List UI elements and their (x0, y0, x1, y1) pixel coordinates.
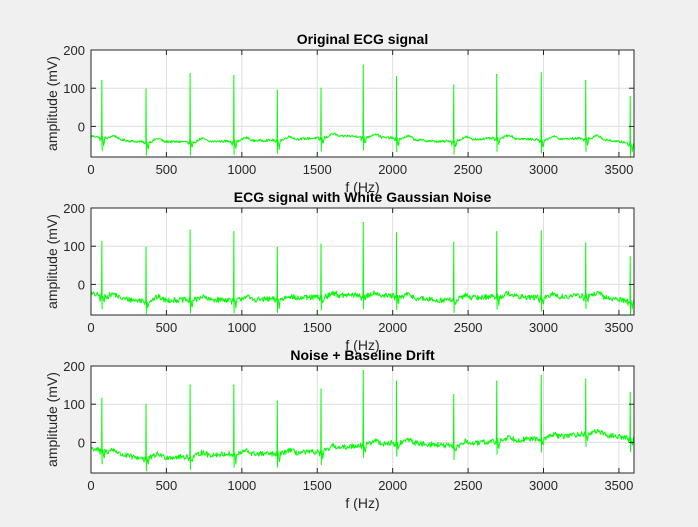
r-peak-point (189, 73, 191, 75)
ecg-signal-line (90, 370, 635, 472)
r-peak-point (320, 388, 322, 390)
r-peak-point (101, 79, 103, 82)
plot-title: ECG signal with White Gaussian Noise (234, 189, 492, 205)
r-peak-point (101, 241, 103, 243)
r-peak-point (496, 231, 498, 233)
x-tick-label: 2000 (378, 478, 407, 493)
r-peak-point (496, 380, 498, 382)
x-tick-label: 3500 (604, 478, 633, 493)
y-tick-label: 200 (63, 43, 85, 58)
r-peak-point (395, 380, 398, 382)
x-tick-label: 0 (87, 478, 94, 493)
r-peak-point (629, 256, 631, 258)
r-peak-point (233, 75, 235, 77)
axes-background (91, 366, 634, 473)
r-peak-point (362, 369, 364, 372)
axes-background (91, 208, 634, 315)
x-tick-label: 1000 (227, 162, 256, 177)
plot-title: Noise + Baseline Drift (290, 347, 435, 363)
y-tick-label: 0 (78, 277, 85, 292)
y-tick-label: 200 (63, 359, 85, 374)
axes-box (90, 49, 635, 158)
r-peak-point (145, 403, 147, 405)
x-tick-label: 1500 (303, 478, 332, 493)
x-tick-label: 1000 (227, 478, 256, 493)
x-tick-label: 2000 (378, 162, 407, 177)
r-peak-point (395, 76, 398, 78)
r-peak-point (276, 89, 278, 91)
axes-box (90, 365, 635, 474)
x-tick-label: 500 (156, 162, 178, 177)
x-tick-label: 1500 (303, 162, 332, 177)
r-peak-point (276, 246, 278, 248)
r-peak-point (145, 88, 147, 90)
y-tick-label: 0 (78, 435, 85, 450)
x-tick-label: 3000 (529, 162, 558, 177)
r-peak-point (496, 73, 498, 76)
r-peak-point (453, 394, 455, 396)
r-peak-point (629, 96, 631, 98)
plot-3: 0 500 1000 1500 2000 2500 3000 3500 0 100 200 Noise… (44, 347, 635, 511)
x-tick-label: 1500 (303, 320, 332, 335)
y-tick-label: 0 (78, 119, 85, 134)
y-axis-label: amplitude (mV) (44, 372, 60, 467)
r-peak-point (362, 64, 364, 66)
r-peak-point (540, 230, 542, 232)
r-peak-point (320, 87, 322, 89)
x-tick-label: 2500 (454, 478, 483, 493)
r-peak-point (233, 384, 235, 386)
x-tick-label: 2000 (378, 320, 407, 335)
x-tick-label: 2500 (454, 162, 483, 177)
ecg-signal-line (90, 64, 635, 158)
r-peak-point (276, 400, 278, 402)
x-tick-label: 0 (87, 320, 94, 335)
r-peak-point (585, 79, 587, 82)
x-axis-label: f (Hz) (345, 179, 379, 195)
r-peak-point (101, 397, 103, 400)
r-peak-point (453, 241, 455, 243)
y-tick-label: 100 (63, 239, 85, 254)
plot-2: 0 500 1000 1500 2000 2500 3000 3500 0 100 200 ECG s… (44, 189, 635, 353)
y-tick-label: 100 (63, 81, 85, 96)
y-axis-label: amplitude (mV) (44, 214, 60, 309)
y-axis-label: amplitude (mV) (44, 56, 60, 151)
x-tick-label: 3000 (529, 478, 558, 493)
r-peak-point (629, 392, 631, 394)
r-peak-point (362, 221, 364, 224)
x-tick-label: 3500 (604, 320, 633, 335)
y-tick-label: 200 (63, 201, 85, 216)
ecg-signal-line (90, 222, 635, 315)
r-peak-point (540, 72, 542, 74)
x-tick-label: 3500 (604, 162, 633, 177)
x-tick-label: 0 (87, 162, 94, 177)
y-tick-label: 100 (63, 397, 85, 412)
r-peak-point (585, 242, 587, 244)
r-peak-point (233, 231, 235, 233)
x-tick-label: 2500 (454, 320, 483, 335)
r-peak-point (395, 232, 398, 234)
plot-title: Original ECG signal (297, 31, 428, 47)
x-axis-label: f (Hz) (345, 495, 379, 511)
r-peak-point (189, 384, 191, 386)
r-peak-point (320, 243, 322, 245)
r-peak-point (145, 246, 147, 248)
x-tick-label: 1000 (227, 320, 256, 335)
x-axis-label: f (Hz) (345, 337, 379, 353)
x-tick-label: 3000 (529, 320, 558, 335)
x-tick-label: 500 (156, 320, 178, 335)
plot-1: 0 500 1000 1500 2000 2500 3000 3500 0 100 200 Origi… (44, 31, 635, 195)
r-peak-point (585, 378, 587, 380)
r-peak-point (453, 84, 455, 86)
r-peak-point (540, 374, 542, 377)
x-tick-label: 500 (156, 478, 178, 493)
axes-box (90, 207, 635, 316)
r-peak-point (189, 229, 191, 231)
